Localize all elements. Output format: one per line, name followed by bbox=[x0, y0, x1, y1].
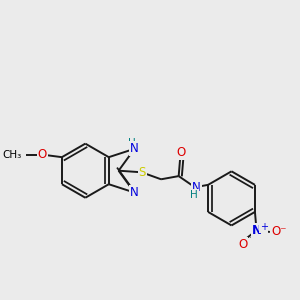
Text: N: N bbox=[192, 181, 201, 194]
Text: H: H bbox=[190, 190, 198, 200]
Text: O⁻: O⁻ bbox=[271, 226, 286, 238]
Text: +: + bbox=[260, 222, 268, 232]
Text: CH₃: CH₃ bbox=[3, 150, 22, 160]
Text: H: H bbox=[128, 138, 136, 148]
Text: O: O bbox=[38, 148, 47, 161]
Text: N: N bbox=[130, 142, 139, 155]
Text: S: S bbox=[139, 166, 146, 179]
Text: O: O bbox=[176, 146, 185, 159]
Text: O: O bbox=[238, 238, 248, 250]
Text: N: N bbox=[130, 186, 139, 199]
Text: N: N bbox=[251, 224, 262, 237]
